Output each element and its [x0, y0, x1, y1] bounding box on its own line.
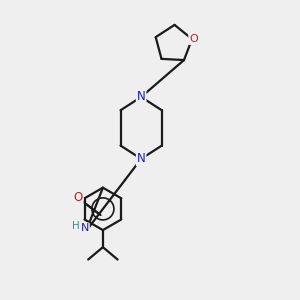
Text: O: O: [189, 34, 198, 44]
Text: N: N: [137, 91, 146, 103]
Text: N: N: [80, 224, 89, 233]
Text: N: N: [137, 152, 146, 165]
Text: O: O: [74, 191, 82, 204]
Text: H: H: [72, 221, 80, 231]
